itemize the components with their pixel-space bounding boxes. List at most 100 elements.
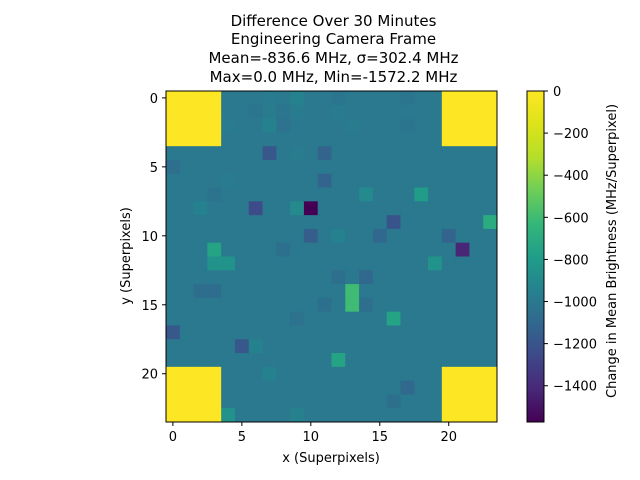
heatmap-cell	[331, 118, 346, 133]
heatmap-cell	[221, 132, 236, 147]
heatmap-cell	[428, 132, 443, 147]
heatmap-cell	[331, 201, 346, 216]
heatmap-cell	[331, 146, 346, 161]
heatmap-cell	[179, 173, 194, 188]
heatmap-cell	[193, 297, 208, 313]
heatmap-cell	[469, 187, 484, 202]
heatmap-cell	[248, 242, 263, 257]
heatmap-cell	[414, 104, 429, 119]
heatmap-cell	[303, 132, 319, 147]
heatmap-cell	[483, 366, 498, 382]
heatmap-cell	[345, 91, 360, 106]
y-tick-label: 20	[141, 368, 158, 383]
heatmap-cell	[483, 297, 498, 313]
heatmap-cell	[290, 242, 305, 257]
heatmap-cell	[262, 339, 277, 354]
heatmap-cell	[221, 104, 236, 119]
heatmap-cell	[441, 242, 457, 257]
heatmap-cell	[303, 284, 319, 299]
heatmap-cell	[207, 201, 222, 216]
heatmap-cell	[331, 380, 346, 395]
heatmap-cell	[303, 187, 319, 202]
heatmap-cell	[248, 118, 263, 133]
heatmap-cell	[400, 91, 415, 106]
heatmap-cell	[193, 228, 208, 244]
heatmap-cell	[359, 215, 374, 230]
heatmap-cell	[414, 215, 429, 230]
heatmap-cell	[483, 394, 498, 409]
x-tick-label: 10	[303, 430, 320, 445]
heatmap-cell	[345, 215, 360, 230]
heatmap-cell	[179, 256, 194, 271]
heatmap-cell	[428, 201, 443, 216]
heatmap-cell	[414, 311, 429, 326]
heatmap-cell	[262, 91, 277, 106]
heatmap-cell	[207, 325, 222, 340]
heatmap-cell	[179, 146, 194, 161]
colorbar-tick-label: −1400	[553, 380, 597, 395]
heatmap-cell	[317, 118, 332, 133]
heatmap-cell	[483, 146, 498, 161]
y-tick-label: 0	[150, 92, 158, 107]
heatmap-cell	[207, 297, 222, 313]
heatmap-cell	[455, 201, 470, 216]
heatmap-cell	[179, 159, 194, 175]
heatmap-cell	[386, 215, 401, 230]
heatmap-cell	[179, 132, 194, 147]
heatmap-cell	[166, 242, 181, 257]
heatmap-cell	[400, 325, 415, 340]
heatmap-cell	[331, 132, 346, 147]
heatmap-cell	[441, 132, 457, 147]
heatmap-cell	[331, 297, 346, 313]
heatmap-cell	[469, 339, 484, 354]
heatmap-cell	[400, 104, 415, 119]
heatmap-cell	[317, 284, 332, 299]
heatmap-cell	[441, 201, 457, 216]
heatmap-cell	[359, 242, 374, 257]
heatmap-cell	[276, 104, 291, 119]
heatmap-cell	[290, 201, 305, 216]
heatmap-cell	[221, 284, 236, 299]
heatmap-cell	[166, 91, 181, 106]
heatmap-cell	[317, 270, 332, 285]
heatmap-cell	[276, 173, 291, 188]
heatmap-cell	[386, 325, 401, 340]
heatmap-cell	[469, 146, 484, 161]
heatmap-cell	[234, 146, 250, 161]
heatmap-cell	[303, 104, 319, 119]
heatmap-cell	[428, 339, 443, 354]
heatmap-cell	[414, 201, 429, 216]
heatmap-cell	[345, 242, 360, 257]
heatmap-cell	[179, 104, 194, 119]
heatmap-cell	[386, 380, 401, 395]
heatmap-cell	[483, 228, 498, 244]
heatmap-cell	[469, 270, 484, 285]
heatmap-cell	[441, 394, 457, 409]
heatmap-cell	[441, 380, 457, 395]
heatmap-cell	[345, 118, 360, 133]
heatmap-cell	[207, 159, 222, 175]
heatmap-cell	[290, 132, 305, 147]
heatmap-cell	[207, 173, 222, 188]
heatmap-cell	[248, 132, 263, 147]
heatmap-cell	[386, 297, 401, 313]
heatmap-cell	[276, 132, 291, 147]
heatmap-cell	[386, 394, 401, 409]
heatmap-cell	[248, 201, 263, 216]
heatmap-cell	[262, 242, 277, 257]
heatmap-cell	[331, 408, 346, 423]
heatmap-cell	[207, 132, 222, 147]
heatmap-cell	[400, 215, 415, 230]
y-tick-label: 5	[150, 161, 158, 176]
heatmap-cell	[290, 215, 305, 230]
heatmap-cell	[372, 297, 388, 313]
heatmap-cell	[400, 284, 415, 299]
heatmap-cell	[359, 284, 374, 299]
heatmap-cell	[179, 201, 194, 216]
heatmap-cell	[414, 173, 429, 188]
heatmap-cell	[386, 311, 401, 326]
heatmap-cell	[345, 187, 360, 202]
heatmap-cell	[372, 146, 388, 161]
heatmap-cell	[455, 215, 470, 230]
